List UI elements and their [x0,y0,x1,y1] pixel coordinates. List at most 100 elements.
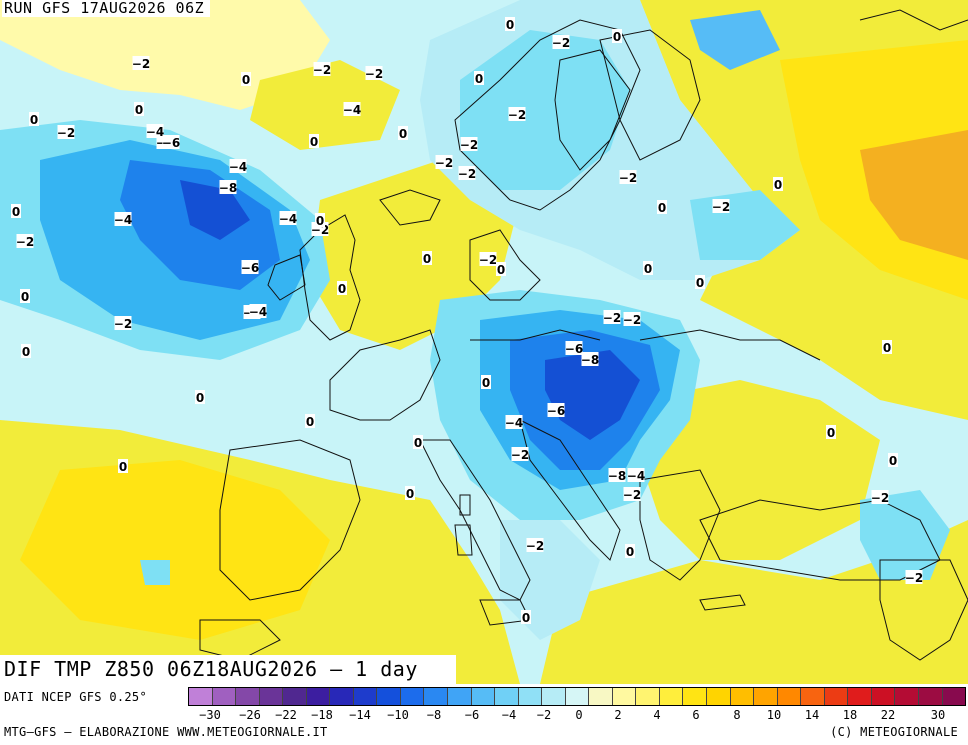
contour-label-bg [313,62,331,76]
scale-swatch [871,688,896,705]
scale-tick-label: 6 [692,708,700,722]
contour-label-bg [114,316,132,330]
contour-label-bg [905,570,923,584]
contour-label: −4 [627,469,645,483]
contour-label: 0 [338,282,346,296]
contour-label: 0 [22,345,30,359]
contour-label: −2 [619,171,637,185]
contour-label-bg [460,137,478,151]
scale-swatch [306,688,331,705]
contour-label: −6 [565,342,583,356]
contour-label-bg [619,170,637,184]
scale-swatch [918,688,943,705]
contour-label: −4 [114,213,132,227]
scale-swatch [942,688,966,705]
scale-swatch [636,688,660,705]
scale-tick-label: 4 [653,708,661,722]
temperature-difference-map: 0 −2 0 −2 0 −2 −2 0 −4 −2 0 0 −2 −2 0 −2 −4 −6 0 −2 −4 −2 −8 0 −… [0,0,968,684]
contour-label-bg [29,112,39,126]
contour-label-bg [162,135,180,149]
scale-swatch [212,688,237,705]
contour-label: −2 [57,126,75,140]
contour-label: −2 [132,57,150,71]
contour-label-bg [16,234,34,248]
contour-label-bg [581,352,599,366]
copyright-label: (C) METEOGIORNALE [830,725,958,739]
contour-label: −2 [552,36,570,50]
contour-label-bg [118,459,128,473]
contour-label: −8 [219,181,237,195]
contour-label: 0 [21,290,29,304]
contour-label-bg [132,56,150,70]
contour-label-bg [695,275,705,289]
contour-label-bg [888,453,898,467]
contour-label: −4 [343,103,361,117]
contour-label-bg [505,415,523,429]
contour-label-bg [458,166,476,180]
contour-label-bg [435,155,453,169]
contour-label: −8 [608,469,626,483]
contour-label: 0 [613,30,621,44]
contour-label: 0 [644,262,652,276]
contour-label-bg [57,125,75,139]
contour-label-bg [279,211,297,225]
scale-swatch [848,688,872,705]
contour-label: −2 [712,200,730,214]
contour-label: 0 [774,178,782,192]
contour-label-bg [20,289,30,303]
contour-label-bg [773,177,783,191]
contour-label: −6 [241,261,259,275]
scale-swatch [424,688,449,705]
footer: DATI NCEP GFS 0.25° −30 −26 −22 −18 −14 −10 −8… [0,684,968,745]
contour-label-bg [603,310,621,324]
scale-swatch [777,688,802,705]
scale-swatch [283,688,307,705]
contour-label-bg [882,340,892,354]
contour-label-bg [505,17,515,31]
color-scale-labels: −30 −26 −22 −18 −14 −10 −8 −6 −4 −2 0 2 4 6 8 10 14 18 22 3… [188,708,966,722]
contour-label-bg [405,486,415,500]
contour-label: −4 [229,160,247,174]
contour-label: −4 [279,212,297,226]
scale-swatch [824,688,849,705]
scale-swatch [589,688,613,705]
data-source-label: DATI NCEP GFS 0.25° [4,690,147,704]
contour-label-bg [625,544,635,558]
contour-label-bg [627,468,645,482]
contour-label-bg [398,126,408,140]
scale-tick-label: −8 [426,708,442,722]
color-scale-bar [188,687,966,706]
contour-label-bg [195,390,205,404]
contour-label: 0 [135,103,143,117]
contour-label: 0 [658,201,666,215]
contour-label-bg [623,312,641,326]
contour-label: −2 [871,491,889,505]
contour-label-bg [241,72,251,86]
scale-swatch [448,688,472,705]
scale-tick-label: 10 [766,708,782,722]
scale-tick-label: −10 [387,708,409,722]
contour-label: 0 [196,391,204,405]
contour-label: −2 [313,63,331,77]
contour-label-bg [643,261,653,275]
contour-label: 0 [423,252,431,266]
scale-swatch [353,688,378,705]
contour-label: −2 [623,488,641,502]
scale-swatch [612,688,637,705]
scale-tick-label: −14 [349,708,371,722]
contour-label-bg [612,29,622,43]
scale-tick-label: −22 [275,708,297,722]
scale-swatch [236,688,260,705]
contour-label-bg [21,344,31,358]
contour-label-bg [365,66,383,80]
contour-label: 0 [119,460,127,474]
contour-label: −2 [905,571,923,585]
contour-label: −2 [114,317,132,331]
contour-label: 0 [883,341,891,355]
contour-label-bg [114,212,132,226]
contour-label-bg [547,403,565,417]
scale-tick-label: −4 [501,708,517,722]
contour-label: 0 [306,415,314,429]
contour-label: 0 [506,18,514,32]
contour-label: 0 [626,545,634,559]
